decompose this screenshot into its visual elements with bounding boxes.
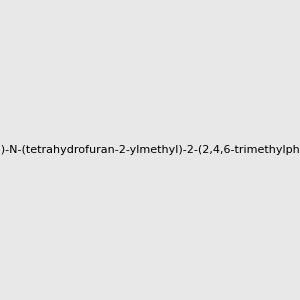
Text: N-(4-chlorobenzyl)-N-(tetrahydrofuran-2-ylmethyl)-2-(2,4,6-trimethylphenoxy)acet: N-(4-chlorobenzyl)-N-(tetrahydrofuran-2-… — [0, 145, 300, 155]
